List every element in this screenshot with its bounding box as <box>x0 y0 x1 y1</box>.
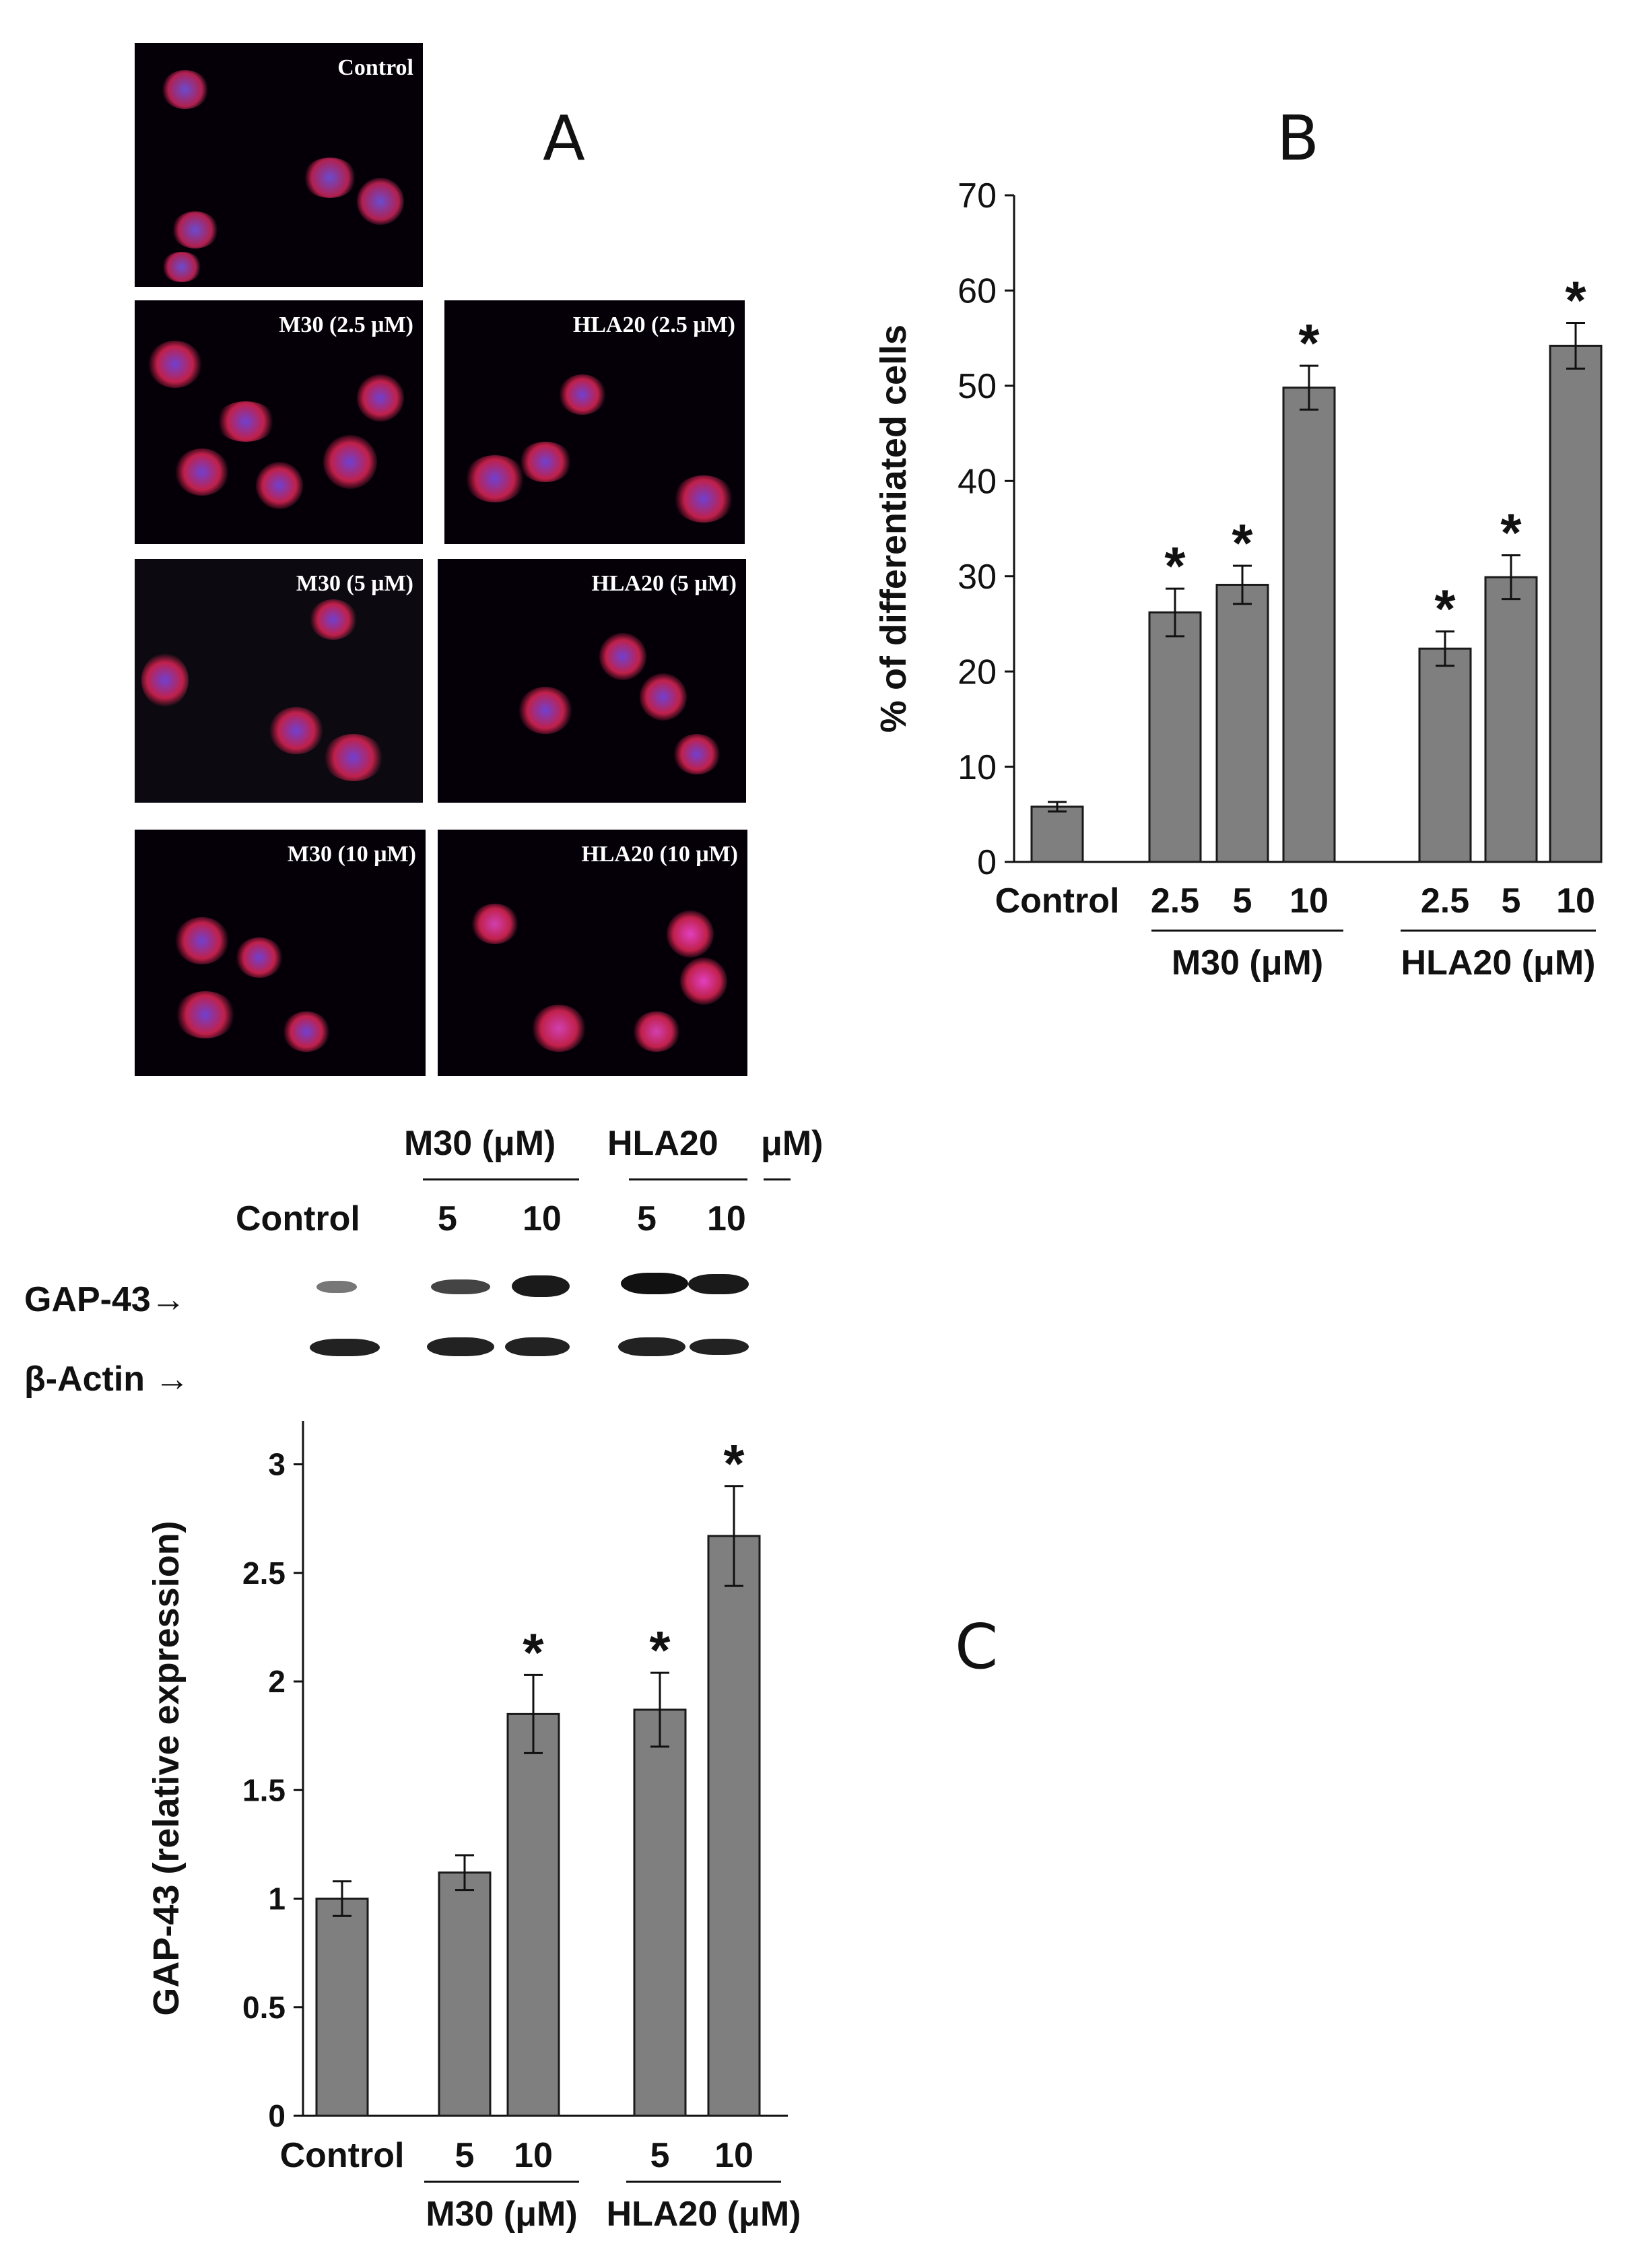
category-label: 10 <box>714 2136 753 2175</box>
micrograph-hla20-10: HLA20 (10 μM) <box>438 830 747 1076</box>
blot-lane-control: Control <box>236 1199 360 1238</box>
category-label: 5 <box>1233 881 1252 921</box>
micrograph-m30-5: M30 (5 μM) <box>135 559 423 803</box>
western-blot <box>276 1259 761 1394</box>
blot-group-m30: M30 (μM) <box>404 1124 556 1163</box>
arrow-icon: → <box>154 1360 190 1399</box>
y-tick-label: 10 <box>958 748 997 787</box>
bar <box>1418 647 1472 863</box>
y-tick-label: 60 <box>958 272 997 311</box>
category-label: 10 <box>1556 881 1595 921</box>
significance-marker: * <box>1232 513 1253 573</box>
y-tick-label: 2.5 <box>242 1556 286 1591</box>
micrograph-m30-2-5: M30 (2.5 μM) <box>135 300 423 544</box>
blot-group-line-hla20 <box>629 1178 747 1180</box>
bar <box>1282 387 1336 863</box>
micrograph-label: M30 (10 μM) <box>287 842 416 867</box>
blot-lane-label: 5 <box>637 1199 657 1238</box>
category-label: 2.5 <box>1151 881 1199 921</box>
micrograph-label: Control <box>337 55 413 80</box>
micrograph-label: HLA20 (10 μM) <box>581 842 738 867</box>
group-label: HLA20 (μM) <box>1401 943 1596 982</box>
group-label: M30 (μM) <box>1172 943 1323 982</box>
panel-letter-c: C <box>955 1611 999 1683</box>
y-axis-label: % of differentiated cells <box>873 325 914 733</box>
category-label: 10 <box>1289 881 1329 921</box>
significance-marker: * <box>1500 503 1522 563</box>
micrograph-hla20-2-5: HLA20 (2.5 μM) <box>444 300 745 544</box>
micrograph-m30-10: M30 (10 μM) <box>135 830 426 1076</box>
group-label: M30 (μM) <box>426 2195 577 2234</box>
y-tick-label: 2 <box>268 1664 286 1699</box>
bar <box>1148 611 1202 863</box>
blot-lane-label: 10 <box>523 1199 562 1238</box>
category-label: 2.5 <box>1421 881 1469 921</box>
significance-marker: * <box>1565 271 1586 331</box>
bar <box>1030 805 1084 863</box>
y-tick-label: 50 <box>958 367 997 406</box>
category-label: Control <box>280 2136 405 2175</box>
y-tick-label: 40 <box>958 462 997 501</box>
y-tick-label: 70 <box>958 176 997 215</box>
category-label: 5 <box>650 2136 670 2175</box>
bar <box>1549 344 1603 863</box>
blot-group-line-m30 <box>423 1178 579 1180</box>
bar <box>707 1535 761 2117</box>
blot-row-actin: β-Actin → <box>24 1360 190 1399</box>
y-tick-label: 20 <box>958 653 997 692</box>
bar <box>1215 583 1269 863</box>
y-tick-label: 0 <box>268 2098 286 2133</box>
bar <box>633 1708 687 2117</box>
bar <box>438 1871 492 2117</box>
micrograph-label: M30 (5 μM) <box>296 571 413 596</box>
panel-letter-a: A <box>543 102 585 174</box>
micrograph-label: HLA20 (5 μM) <box>591 571 737 596</box>
bar <box>506 1712 560 2117</box>
blot-group-hla20: HLA20 <box>607 1124 718 1163</box>
blot-row-gap43: GAP-43→ <box>24 1280 186 1319</box>
significance-marker: * <box>1164 536 1186 596</box>
blot-unit: μM) <box>761 1124 824 1163</box>
micrograph-label: M30 (2.5 μM) <box>279 312 413 337</box>
category-label: 10 <box>514 2136 553 2175</box>
blot-group-line-unit <box>764 1178 791 1180</box>
significance-marker: * <box>1298 313 1320 373</box>
group-label: HLA20 (μM) <box>607 2195 801 2234</box>
category-label: 5 <box>455 2136 475 2175</box>
y-tick-label: 1.5 <box>242 1772 286 1807</box>
micrograph-control: Control <box>135 43 423 287</box>
blot-lane-label: 10 <box>707 1199 746 1238</box>
y-tick-label: 3 <box>268 1447 286 1482</box>
blot-lane-label: 5 <box>438 1199 457 1238</box>
panel-letter-b: B <box>1277 102 1320 174</box>
arrow-icon: → <box>150 1280 186 1319</box>
micrograph-label: HLA20 (2.5 μM) <box>572 312 735 337</box>
significance-marker: * <box>649 1620 671 1680</box>
category-label: 5 <box>1502 881 1521 921</box>
significance-marker: * <box>1434 579 1456 639</box>
y-tick-label: 0.5 <box>242 1990 286 2025</box>
y-tick-label: 1 <box>268 1881 286 1916</box>
significance-marker: * <box>723 1434 745 1494</box>
bar <box>1484 576 1538 863</box>
significance-marker: * <box>523 1622 544 1682</box>
category-label: Control <box>995 881 1120 921</box>
y-tick-label: 30 <box>958 558 997 597</box>
micrograph-hla20-5: HLA20 (5 μM) <box>438 559 746 803</box>
bar <box>315 1898 369 2117</box>
y-tick-label: 0 <box>977 843 997 882</box>
y-axis-label: GAP-43 (relative expression) <box>146 1521 187 2015</box>
